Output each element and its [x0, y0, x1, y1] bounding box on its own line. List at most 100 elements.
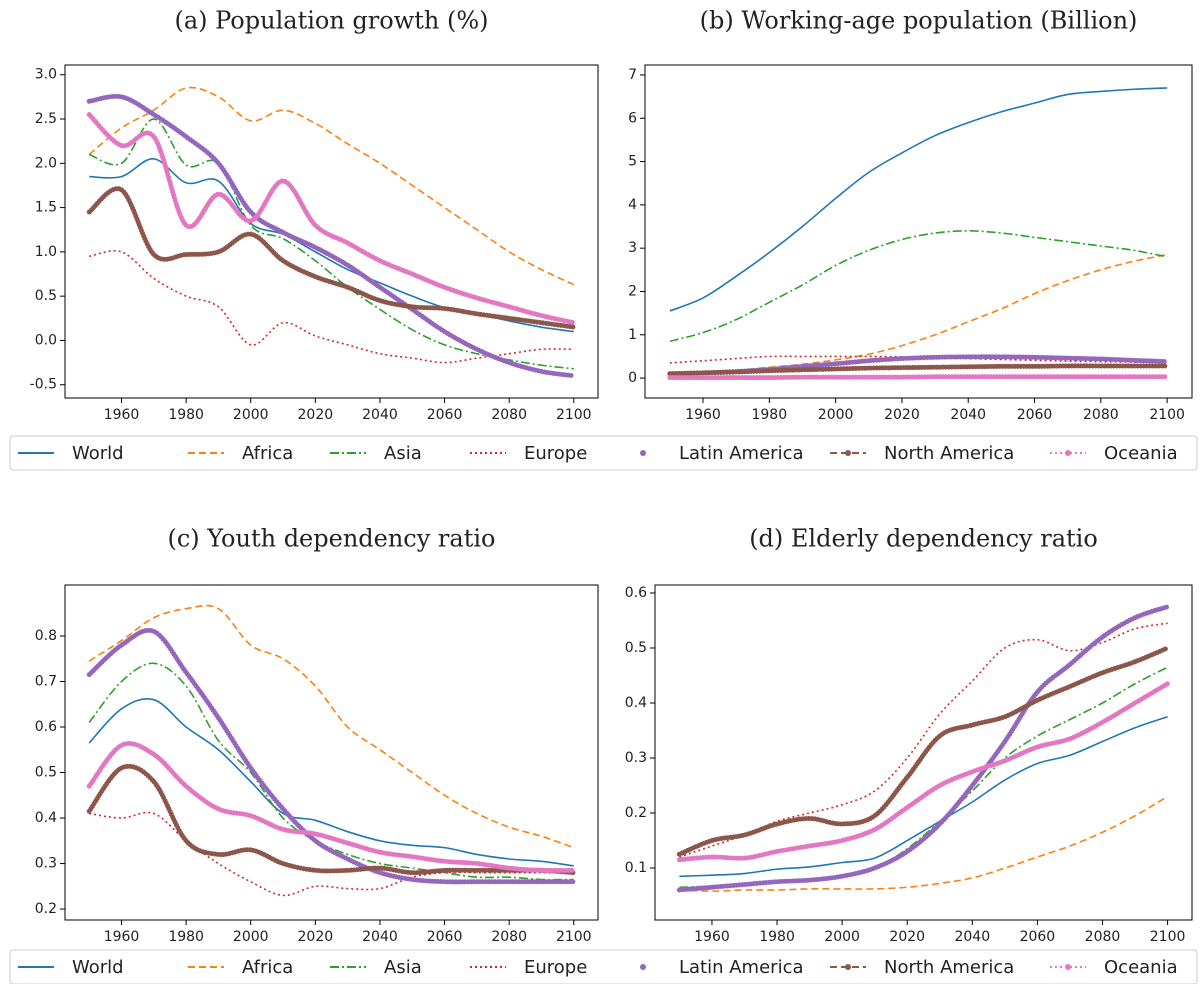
legend-label: World [72, 957, 124, 978]
x-tick-label: 2020 [884, 407, 920, 423]
x-tick-label: 2080 [491, 407, 527, 423]
x-tick-label: 2060 [427, 929, 463, 945]
series-line [669, 87, 1168, 312]
legend-label: North America [884, 957, 1014, 978]
x-tick-label: 2020 [298, 929, 334, 945]
series-line [679, 666, 1168, 889]
legend-label: Asia [384, 957, 422, 978]
series-markers [86, 93, 577, 379]
y-tick-label: -0.5 [30, 377, 57, 393]
y-tick-label: 0.3 [35, 856, 57, 872]
y-tick-label: 1.5 [35, 200, 57, 216]
x-tick-label: 1960 [104, 929, 140, 945]
series-line [669, 253, 1168, 374]
axes-frame [644, 64, 1193, 399]
y-tick-label: 0.5 [35, 288, 57, 304]
series-line [669, 230, 1168, 343]
y-tick-label: 0 [628, 370, 637, 386]
x-tick-label: 1980 [168, 407, 204, 423]
x-tick-label: 2000 [824, 929, 860, 945]
x-tick-label: 1980 [759, 929, 795, 945]
y-tick-label: 0.6 [625, 585, 647, 601]
x-tick-label: 2080 [491, 929, 527, 945]
y-tick-label: 0.7 [35, 673, 57, 689]
y-tick-label: 2.0 [35, 155, 57, 171]
series-line [89, 811, 574, 897]
axes-frame [654, 584, 1193, 921]
legend-marker [845, 964, 851, 970]
chart-title: (d) Elderly dependency ratio [749, 525, 1098, 553]
x-tick-label: 2080 [1085, 929, 1121, 945]
x-tick-label: 2100 [556, 929, 592, 945]
y-tick-label: 0.5 [625, 640, 647, 656]
y-tick-label: 3 [628, 240, 637, 256]
series-line [88, 114, 574, 324]
y-tick-label: 0.2 [625, 805, 647, 821]
legend-marker [640, 964, 646, 970]
x-tick-label: 2040 [362, 929, 398, 945]
y-tick-label: 4 [628, 197, 637, 213]
y-tick-label: 0.1 [625, 860, 647, 876]
x-tick-label: 2060 [1017, 407, 1053, 423]
legend-label: Africa [242, 957, 293, 978]
series-markers [667, 363, 1170, 377]
legend-label: Latin America [679, 957, 804, 978]
x-tick-label: 2060 [427, 407, 463, 423]
x-tick-label: 1960 [104, 407, 140, 423]
series-markers [676, 645, 1171, 857]
series-markers [86, 627, 577, 885]
legend-label: Asia [384, 443, 422, 464]
y-tick-label: 0.4 [625, 695, 647, 711]
x-tick-label: 1980 [751, 407, 787, 423]
x-tick-label: 2060 [1020, 929, 1056, 945]
y-tick-label: 1 [628, 327, 637, 343]
y-tick-label: 0.4 [35, 810, 57, 826]
legend-label: Africa [242, 443, 293, 464]
x-tick-label: 2040 [362, 407, 398, 423]
x-tick-label: 1960 [685, 407, 721, 423]
chart-title: (c) Youth dependency ratio [168, 525, 496, 553]
legend-label: World [72, 443, 124, 464]
legend-label: Oceania [1104, 443, 1178, 464]
series-line [679, 715, 1168, 878]
x-tick-label: 2000 [233, 929, 269, 945]
x-tick-label: 2000 [233, 407, 269, 423]
x-tick-label: 2100 [556, 407, 592, 423]
y-tick-label: 1.0 [35, 244, 57, 260]
x-tick-label: 2000 [818, 407, 854, 423]
legend-marker [1065, 964, 1071, 970]
y-tick-label: 0.6 [35, 719, 57, 735]
x-tick-label: 2020 [298, 407, 334, 423]
series-line [88, 86, 575, 286]
legend-label: Europe [524, 957, 587, 978]
y-tick-label: 0.2 [35, 901, 57, 917]
y-tick-label: 0.5 [35, 765, 57, 781]
legend-label: North America [884, 443, 1014, 464]
x-tick-label: 2100 [1149, 407, 1185, 423]
series-markers [86, 112, 577, 326]
chart-title: (b) Working-age population (Billion) [700, 7, 1138, 35]
series-markers [676, 681, 1171, 863]
x-tick-label: 2040 [954, 929, 990, 945]
axes-frame [64, 64, 599, 399]
legend-marker [640, 450, 646, 456]
y-tick-label: 0.8 [35, 628, 57, 644]
legend-frame [9, 435, 1198, 471]
x-tick-label: 2100 [1150, 929, 1186, 945]
y-tick-label: 0.0 [35, 332, 57, 348]
series-markers [86, 740, 577, 874]
y-tick-label: 7 [628, 67, 637, 83]
x-tick-label: 2040 [950, 407, 986, 423]
y-tick-label: 5 [628, 154, 637, 170]
series-line [679, 795, 1168, 892]
chart-title: (a) Population growth (%) [174, 7, 488, 35]
y-tick-label: 6 [628, 110, 637, 126]
series-markers [86, 763, 577, 876]
series-line [88, 698, 574, 867]
series-markers [676, 604, 1171, 893]
y-tick-label: 2 [628, 283, 637, 299]
series-line [88, 765, 574, 874]
legend-label: Oceania [1104, 957, 1178, 978]
y-tick-label: 2.5 [35, 111, 57, 127]
